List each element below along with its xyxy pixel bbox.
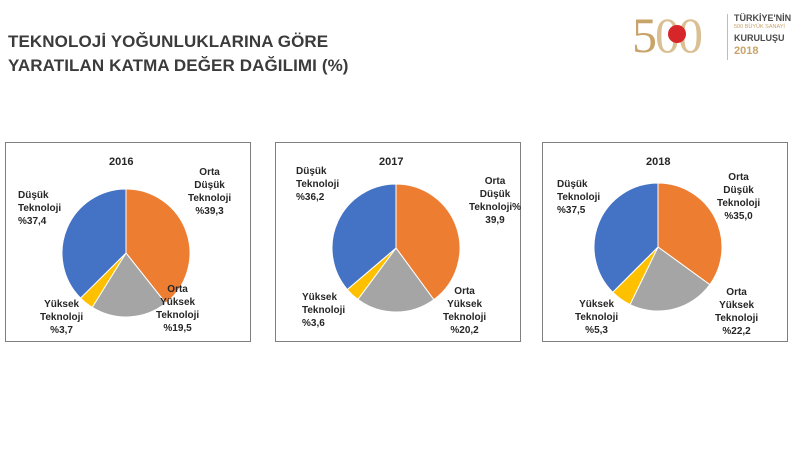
slice-label-line: Yüksek <box>719 300 755 311</box>
slice-label-line: Düşük <box>557 179 588 190</box>
pie-chart-2017: 2017 Orta Düşük Teknoloji% 39,9 Orta Yüksek… <box>275 142 521 342</box>
slice-orta-yuksek <box>357 247 435 313</box>
slice-label-line: Teknoloji% <box>469 202 522 213</box>
logo-divider <box>727 14 728 60</box>
slice-label-line: Teknoloji <box>557 192 601 203</box>
chart-title-2017: 2017 <box>379 156 404 168</box>
logo-text-line-2: 500 BÜYÜK SANAYİ <box>734 24 785 30</box>
slice-label-line: Orta <box>726 287 747 298</box>
slice-label-line: Orta <box>728 172 749 183</box>
slice-label-orta-yuksek: Orta Yüksek Teknoloji %22,2 <box>715 286 758 338</box>
slice-label-line: Orta <box>199 167 220 178</box>
slice-orta-yuksek <box>629 246 711 312</box>
slice-label-orta-dusuk: Orta Düşük Teknoloji %39,3 <box>188 166 231 218</box>
isd-badge-icon <box>668 25 686 43</box>
slice-label-line: Teknoloji <box>302 305 346 316</box>
slice-label-line: %37,5 <box>557 205 586 216</box>
pie-svg-2018 <box>593 182 723 312</box>
slice-label-line: %35,0 <box>724 211 753 222</box>
slice-label-line: Teknoloji <box>40 312 84 323</box>
slice-label-line: Orta Düşük <box>479 176 511 200</box>
slice-orta-dusuk <box>395 183 461 301</box>
slice-dusuk <box>593 182 659 293</box>
slice-label-line: Teknoloji <box>156 310 200 321</box>
slice-label-orta-dusuk: Orta Düşük Teknoloji %35,0 <box>717 171 760 223</box>
slice-label-line: %3,6 <box>302 318 325 329</box>
slice-label-orta-dusuk: Orta Düşük Teknoloji% 39,9 <box>469 175 521 227</box>
slice-label-yuksek: Yüksek Teknoloji %3,7 <box>40 298 83 337</box>
slice-label-line: Teknoloji <box>18 203 62 214</box>
pie-svg-2016 <box>61 188 191 318</box>
slice-label-dusuk: Düşük Teknoloji %36,2 <box>296 165 339 204</box>
slice-label-line: Düşük <box>296 166 327 177</box>
slice-orta-dusuk <box>125 188 191 304</box>
slice-label-orta-yuksek: Orta Yüksek Teknoloji %19,5 <box>156 283 199 335</box>
slice-label-dusuk: Düşük Teknoloji %37,4 <box>18 189 61 228</box>
slice-label-line: %3,7 <box>50 325 73 336</box>
logo-year: 2018 <box>734 44 759 57</box>
slice-label-line: Yüksek <box>44 299 80 310</box>
slice-label-line: Teknoloji <box>575 312 619 323</box>
slice-label-line: Yüksek <box>160 297 196 308</box>
slice-label-orta-yuksek: Orta Yüksek Teknoloji %20,2 <box>443 285 486 337</box>
slice-label-line: Teknoloji <box>188 193 232 204</box>
slice-label-line: %36,2 <box>296 192 325 203</box>
slice-orta-yuksek <box>91 252 167 318</box>
pie-svg-2017 <box>331 183 461 313</box>
slice-label-yuksek: Yüksek Teknoloji %5,3 <box>575 298 618 337</box>
chart-title-2016: 2016 <box>109 156 134 168</box>
logo-500-mark: 500 <box>632 7 703 63</box>
slice-label-line: Teknoloji <box>296 179 340 190</box>
slice-label-line: 39,9 <box>485 215 505 226</box>
slice-label-line: Orta <box>454 286 475 297</box>
logo-text-line-3: KURULUŞU <box>734 32 785 43</box>
page-title-line-2: YARATILAN KATMA DEĞER DAĞILIMI (%) <box>8 56 349 75</box>
isd-500-logo: 500 TÜRKİYE'NİN 500 BÜYÜK SANAYİ KURULUŞ… <box>630 7 795 66</box>
slice-label-line: %37,4 <box>18 216 47 227</box>
slice-label-line: Düşük <box>18 190 49 201</box>
slice-label-yuksek: Yüksek Teknoloji %3,6 <box>302 291 345 330</box>
slice-label-line: Yüksek <box>302 292 338 303</box>
page-title: TEKNOLOJİ YOĞUNLUKLARINA GÖRE YARATILAN … <box>8 30 349 78</box>
logo-text: TÜRKİYE'NİN 500 BÜYÜK SANAYİ KURULUŞU 20… <box>734 14 791 57</box>
slice-label-line: Düşük <box>723 185 754 196</box>
slice-label-line: %19,5 <box>163 323 192 334</box>
slice-dusuk <box>331 183 397 291</box>
page-title-line-1: TEKNOLOJİ YOĞUNLUKLARINA GÖRE <box>8 32 329 51</box>
slice-label-dusuk: Düşük Teknoloji %37,5 <box>557 178 600 217</box>
slice-label-line: Düşük <box>194 180 225 191</box>
slice-label-line: Teknoloji <box>717 198 761 209</box>
slice-label-line: Orta <box>167 284 188 295</box>
slice-label-line: %22,2 <box>722 326 751 337</box>
chart-title-2018: 2018 <box>646 156 671 168</box>
slice-label-line: Teknoloji <box>443 312 487 323</box>
slice-dusuk <box>61 188 127 299</box>
slice-orta-dusuk <box>657 182 723 286</box>
slice-label-line: %5,3 <box>585 325 608 336</box>
logo-text-line-1: TÜRKİYE'NİN <box>734 13 792 23</box>
slice-label-line: %39,3 <box>195 206 224 217</box>
slice-label-line: Teknoloji <box>715 313 759 324</box>
slice-label-line: %20,2 <box>450 325 479 336</box>
pie-chart-2016: 2016 Orta Düşük Teknoloji %39,3 Orta Yüksek T… <box>5 142 251 342</box>
slice-label-line: Yüksek <box>579 299 615 310</box>
slice-label-line: Yüksek <box>447 299 483 310</box>
pie-chart-2018: 2018 Orta Düşük Teknoloji %35,0 Orta Yüksek T… <box>542 142 788 342</box>
